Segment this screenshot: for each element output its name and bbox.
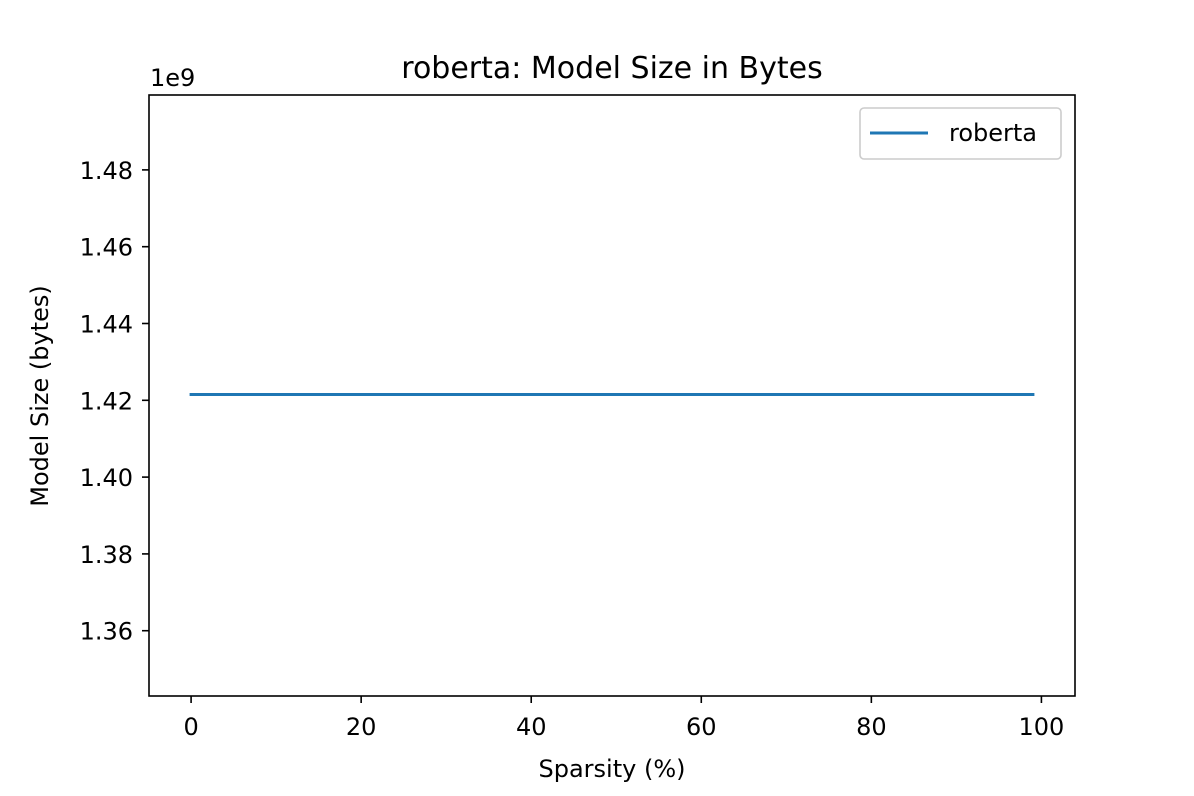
y-tick-label: 1.38 bbox=[80, 541, 133, 569]
y-axis-label: Model Size (bytes) bbox=[26, 285, 54, 506]
x-tick-label: 0 bbox=[183, 713, 198, 741]
x-tick-label: 60 bbox=[686, 713, 717, 741]
plot-frame bbox=[148, 94, 1076, 697]
x-tick-label: 100 bbox=[1019, 713, 1065, 741]
x-tick-label: 80 bbox=[856, 713, 887, 741]
x-tick-label: 40 bbox=[516, 713, 547, 741]
y-tick-label: 1.46 bbox=[80, 234, 133, 262]
chart-title: roberta: Model Size in Bytes bbox=[401, 51, 822, 86]
y-tick-label: 1.36 bbox=[80, 618, 133, 646]
y-tick-label: 1.48 bbox=[80, 157, 133, 185]
x-axis-label: Sparsity (%) bbox=[539, 755, 686, 783]
y-axis-offset-label: 1e9 bbox=[150, 64, 195, 92]
plot-area: 0 20 40 60 80 100 1.36 1.38 1.40 1.42 1.44 1.46 1.48… bbox=[80, 94, 1076, 741]
y-tick-label: 1.42 bbox=[80, 387, 133, 415]
legend-box bbox=[859, 107, 1062, 160]
legend-label-roberta: roberta bbox=[949, 119, 1037, 147]
y-tick-label: 1.40 bbox=[80, 464, 133, 492]
y-tick-label: 1.44 bbox=[80, 310, 133, 338]
x-tick-label: 20 bbox=[346, 713, 377, 741]
legend: roberta bbox=[859, 107, 1062, 160]
